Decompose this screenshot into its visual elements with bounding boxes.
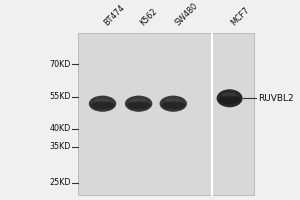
Text: MCF7: MCF7 [230, 5, 252, 27]
Ellipse shape [127, 101, 150, 109]
Ellipse shape [166, 99, 181, 103]
Text: 40KD: 40KD [50, 124, 71, 133]
Text: 25KD: 25KD [49, 178, 71, 187]
Text: 70KD: 70KD [50, 60, 71, 69]
Ellipse shape [125, 96, 152, 112]
Polygon shape [78, 33, 254, 195]
Ellipse shape [222, 93, 237, 98]
Text: 55KD: 55KD [49, 92, 71, 101]
Ellipse shape [218, 96, 241, 105]
Ellipse shape [95, 99, 110, 103]
Ellipse shape [217, 89, 243, 107]
Text: RUVBL2: RUVBL2 [259, 94, 294, 103]
Text: 35KD: 35KD [50, 142, 71, 151]
Ellipse shape [131, 99, 146, 103]
Ellipse shape [162, 101, 185, 109]
Text: SW480: SW480 [173, 1, 200, 27]
Ellipse shape [160, 96, 187, 112]
Text: BT474: BT474 [103, 3, 127, 27]
Ellipse shape [91, 101, 114, 109]
Text: K562: K562 [139, 6, 159, 27]
Ellipse shape [89, 96, 116, 112]
